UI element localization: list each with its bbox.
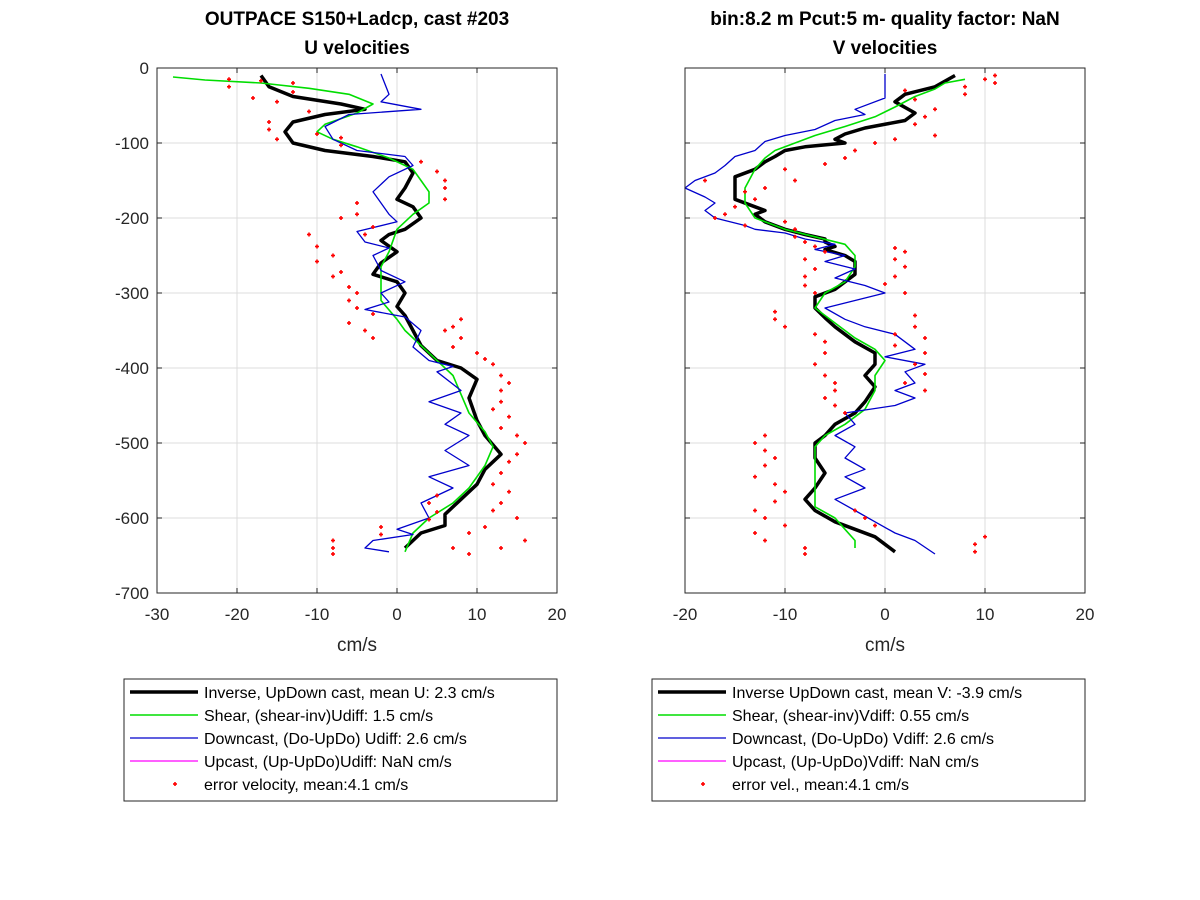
u-x-axis-label: cm/s	[337, 635, 377, 656]
v-x-tick-label: -10	[773, 605, 798, 624]
v-series-4	[703, 73, 997, 556]
u-y-tick-label: -700	[115, 584, 149, 603]
v-legend-label: Shear, (shear-inv)Vdiff: 0.55 cm/s	[732, 708, 969, 725]
v-legend-label: Inverse UpDown cast, mean V: -3.9 cm/s	[732, 685, 1022, 702]
u-axes-box	[156, 67, 558, 594]
u-series-0	[259, 74, 503, 550]
u-series-2	[324, 73, 470, 553]
u-y-tick-label: -400	[115, 359, 149, 378]
u-series-line	[172, 76, 494, 553]
u-chart-title: OUTPACE S150+Ladcp, cast #203	[205, 9, 509, 30]
u-legend-label: Upcast, (Up-UpDo)Udiff: NaN cm/s	[204, 754, 452, 771]
u-y-tick-label: -500	[115, 434, 149, 453]
v-series-1	[744, 78, 966, 548]
u-legend-label: error velocity, mean:4.1 cm/s	[204, 777, 408, 794]
u-x-tick-label: -30	[145, 605, 170, 624]
v-series-line	[744, 78, 966, 548]
v-x-tick-label: 20	[1076, 605, 1095, 624]
u-y-tick-label: -300	[115, 284, 149, 303]
v-x-tick-label: 0	[880, 605, 889, 624]
u-y-tick-label: -200	[115, 209, 149, 228]
v-legend-label: Downcast, (Do-UpDo) Vdiff: 2.6 cm/s	[732, 731, 994, 748]
v-x-tick-label: -20	[673, 605, 698, 624]
u-series-1	[172, 76, 494, 553]
u-chart-subtitle: U velocities	[304, 38, 410, 59]
u-x-tick-label: -10	[305, 605, 330, 624]
u-series-line	[259, 74, 503, 550]
u-y-tick-label: -100	[115, 134, 149, 153]
v-x-axis-label: cm/s	[865, 635, 905, 656]
u-velocity-panel: OUTPACE S150+Ladcp, cast #203 U velociti…	[115, 9, 566, 656]
u-x-tick-label: 20	[548, 605, 567, 624]
v-chart-subtitle: V velocities	[833, 38, 938, 59]
u-series-4	[227, 77, 527, 556]
u-legend-box	[123, 678, 558, 802]
v-legend: Inverse UpDown cast, mean V: -3.9 cm/s Sh…	[651, 678, 1086, 802]
u-legend-label: Inverse, UpDown cast, mean U: 2.3 cm/s	[204, 685, 495, 702]
u-legend: Inverse, UpDown cast, mean U: 2.3 cm/s Sh…	[123, 678, 558, 802]
v-legend-label: Upcast, (Up-UpDo)Vdiff: NaN cm/s	[732, 754, 979, 771]
u-x-tick-label: -20	[225, 605, 250, 624]
u-series-line	[324, 73, 470, 553]
u-legend-label: Downcast, (Do-UpDo) Udiff: 2.6 cm/s	[204, 731, 467, 748]
v-legend-box	[651, 678, 1086, 802]
u-x-tick-label: 0	[392, 605, 401, 624]
u-y-tick-label: -600	[115, 509, 149, 528]
u-y-tick-label: 0	[140, 59, 149, 78]
v-x-tick-label: 10	[976, 605, 995, 624]
v-series-2	[684, 74, 936, 555]
v-velocity-panel: bin:8.2 m Pcut:5 m- quality factor: NaN …	[673, 9, 1095, 656]
v-series-line	[684, 74, 936, 555]
u-legend-label: Shear, (shear-inv)Udiff: 1.5 cm/s	[204, 708, 433, 725]
v-chart-title: bin:8.2 m Pcut:5 m- quality factor: NaN	[710, 9, 1059, 30]
u-x-tick-label: 10	[468, 605, 487, 624]
v-legend-label: error vel., mean:4.1 cm/s	[732, 777, 909, 794]
